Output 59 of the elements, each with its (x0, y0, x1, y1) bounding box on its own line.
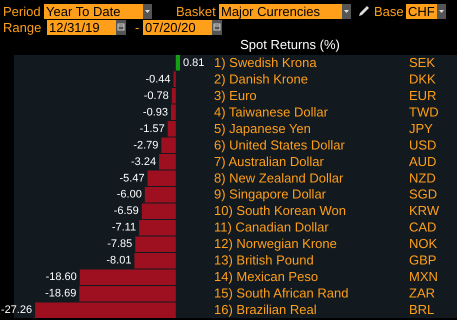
y2-tick-label: SGD (409, 186, 438, 202)
y2-tick-label: BRL (409, 302, 434, 318)
y-tick-label: 13) British Pound (214, 252, 314, 268)
y2-tick-label: MXN (409, 269, 438, 284)
y-tick-label: 3) Euro (214, 88, 257, 103)
y-tick-label: 4) Taiwanese Dollar (214, 104, 329, 120)
text: Major Currencies (219, 4, 342, 19)
text: 07/20/20 (143, 20, 212, 35)
data-label: -27.26 (0, 304, 32, 316)
y-tick-label: 7) Australian Dollar (214, 154, 324, 169)
y2-tick-label: NZD (409, 170, 436, 186)
y2-tick-label: DKK (409, 71, 436, 86)
y2-tick-label: EUR (409, 88, 436, 103)
y2-tick-label: NOK (409, 236, 438, 252)
y-tick-label: 9) Singapore Dollar (214, 186, 327, 202)
data-label: -1.57 (140, 122, 165, 135)
text: Spot Returns (%) (239, 37, 341, 52)
y2-tick-label: AUD (409, 154, 436, 169)
y2-tick-label: KRW (409, 203, 440, 218)
y2-tick-label: TWD (409, 104, 439, 120)
text: Year To Date (44, 4, 143, 19)
y2-tick-label: JPY (409, 120, 434, 136)
data-label: -6.00 (116, 188, 142, 201)
data-label: -0.78 (144, 90, 169, 102)
y-tick-label: 16) Brazilian Real (214, 302, 317, 318)
y-tick-label: 6) United States Dollar (214, 137, 346, 152)
text: 12/31/19 (47, 20, 116, 35)
data-label: -7.11 (112, 222, 136, 234)
data-label: -0.93 (142, 106, 168, 118)
y2-tick-label: ZAR (409, 286, 435, 301)
y-tick-label: 10) South Korean Won (214, 203, 346, 218)
y2-tick-label: USD (409, 137, 436, 152)
y-tick-label: 1) Swedish Krona (214, 54, 318, 70)
data-label: -0.44 (145, 73, 171, 86)
data-label: -18.69 (45, 288, 76, 300)
y2-tick-label: CAD (409, 220, 436, 235)
y-tick-label: 14) Mexican Peso (214, 269, 318, 284)
y2-tick-label: GBP (409, 252, 436, 268)
text: Basket (176, 4, 216, 19)
data-label: -3.24 (130, 156, 156, 168)
y-tick-label: 2) Danish Krone (214, 71, 308, 86)
data-label: -2.79 (133, 139, 158, 152)
text: Base (374, 4, 404, 19)
text: Range (3, 20, 42, 35)
y-tick-label: 15) South African Rand (214, 286, 348, 301)
y-tick-label: 11) Canadian Dollar (214, 220, 330, 235)
text: CHF (406, 4, 437, 19)
y-tick-label: 8) New Zealand Dollar (214, 170, 344, 186)
data-label: -7.85 (107, 238, 132, 250)
text: Period (3, 4, 41, 19)
data-label: -6.59 (114, 205, 139, 218)
y-tick-label: 12) Norwegian Krone (214, 236, 337, 252)
text: - (135, 20, 140, 35)
y2-tick-label: SEK (409, 54, 436, 70)
data-label: -8.01 (106, 254, 132, 267)
y-tick-label: 5) Japanese Yen (214, 120, 311, 136)
data-label: -18.60 (46, 271, 77, 284)
data-label: -5.47 (119, 172, 145, 184)
data-label: 0.81 (182, 56, 204, 69)
